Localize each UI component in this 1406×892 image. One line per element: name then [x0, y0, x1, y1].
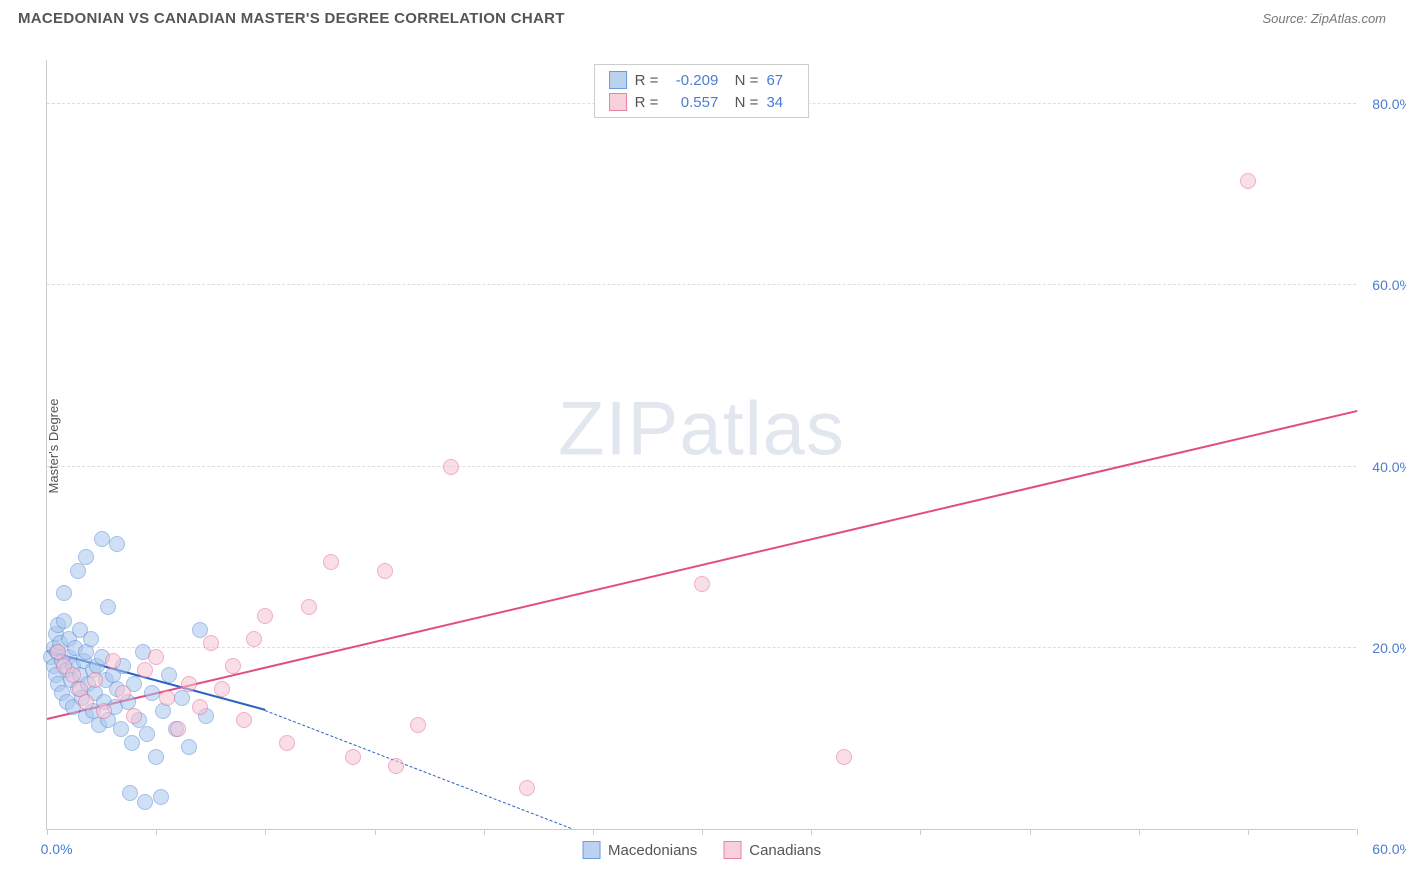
data-point [70, 563, 86, 579]
chart-title: MACEDONIAN VS CANADIAN MASTER'S DEGREE C… [18, 10, 565, 27]
series-legend: Macedonians Canadians [582, 841, 821, 859]
legend-label: Macedonians [608, 842, 697, 859]
data-point [155, 703, 171, 719]
data-point [96, 703, 112, 719]
x-tick [156, 829, 157, 835]
data-point [694, 576, 710, 592]
data-point [214, 681, 230, 697]
trend-line [47, 410, 1357, 720]
data-point [78, 549, 94, 565]
swatch-canadians [609, 93, 627, 111]
x-tick-label: 60.0% [1372, 841, 1406, 857]
data-point [181, 676, 197, 692]
x-tick [375, 829, 376, 835]
data-point [87, 672, 103, 688]
legend-item-macedonians: Macedonians [582, 841, 697, 859]
n-value-macedonians: 67 [766, 72, 794, 89]
data-point [105, 653, 121, 669]
data-point [388, 758, 404, 774]
data-point [323, 554, 339, 570]
data-point [78, 644, 94, 660]
legend-row-macedonians: R = -0.209 N = 67 [609, 69, 795, 91]
data-point [192, 622, 208, 638]
r-value-canadians: 0.557 [666, 94, 718, 111]
data-point [161, 667, 177, 683]
data-point [192, 699, 208, 715]
data-point [836, 749, 852, 765]
r-label: R = [635, 72, 659, 89]
data-point [78, 694, 94, 710]
data-point [109, 536, 125, 552]
legend-item-canadians: Canadians [723, 841, 821, 859]
r-value-macedonians: -0.209 [666, 72, 718, 89]
data-point [181, 739, 197, 755]
data-point [124, 735, 140, 751]
data-point [94, 531, 110, 547]
x-tick [1248, 829, 1249, 835]
n-value-canadians: 34 [766, 94, 794, 111]
data-point [246, 631, 262, 647]
x-tick [811, 829, 812, 835]
y-tick-label: 60.0% [1372, 277, 1406, 293]
data-point [203, 635, 219, 651]
data-point [148, 749, 164, 765]
data-point [100, 599, 116, 615]
data-point [279, 735, 295, 751]
data-point [144, 685, 160, 701]
y-tick-label: 40.0% [1372, 459, 1406, 475]
data-point [519, 780, 535, 796]
data-point [122, 785, 138, 801]
n-label: N = [726, 94, 758, 111]
legend-row-canadians: R = 0.557 N = 34 [609, 91, 795, 113]
y-tick-label: 80.0% [1372, 96, 1406, 112]
n-label: N = [726, 72, 758, 89]
x-tick [484, 829, 485, 835]
x-tick [920, 829, 921, 835]
data-point [236, 712, 252, 728]
data-point [137, 794, 153, 810]
data-point [153, 789, 169, 805]
x-tick [47, 829, 48, 835]
data-point [83, 631, 99, 647]
data-point [301, 599, 317, 615]
data-point [148, 649, 164, 665]
data-point [1240, 173, 1256, 189]
correlation-legend: R = -0.209 N = 67 R = 0.557 N = 34 [594, 64, 810, 118]
data-point [225, 658, 241, 674]
data-point [56, 585, 72, 601]
gridline [47, 647, 1356, 648]
swatch-icon [582, 841, 600, 859]
data-point [443, 459, 459, 475]
r-label: R = [635, 94, 659, 111]
x-tick-label: 0.0% [41, 841, 73, 857]
data-point [159, 690, 175, 706]
x-tick [1030, 829, 1031, 835]
data-point [126, 708, 142, 724]
legend-label: Canadians [749, 842, 821, 859]
data-point [139, 726, 155, 742]
data-point [257, 608, 273, 624]
data-point [113, 721, 129, 737]
data-point [345, 749, 361, 765]
scatter-chart: ZIPatlas R = -0.209 N = 67 R = 0.557 N =… [46, 60, 1356, 830]
swatch-icon [723, 841, 741, 859]
gridline [47, 466, 1356, 467]
watermark: ZIPatlas [558, 386, 845, 473]
x-tick [1357, 829, 1358, 835]
gridline [47, 284, 1356, 285]
x-tick [1139, 829, 1140, 835]
data-point [170, 721, 186, 737]
data-point [137, 662, 153, 678]
y-tick-label: 20.0% [1372, 640, 1406, 656]
data-point [377, 563, 393, 579]
swatch-macedonians [609, 71, 627, 89]
data-point [115, 685, 131, 701]
data-point [410, 717, 426, 733]
x-tick [593, 829, 594, 835]
x-tick [702, 829, 703, 835]
x-tick [265, 829, 266, 835]
source-attribution: Source: ZipAtlas.com [1262, 11, 1386, 26]
data-point [56, 613, 72, 629]
